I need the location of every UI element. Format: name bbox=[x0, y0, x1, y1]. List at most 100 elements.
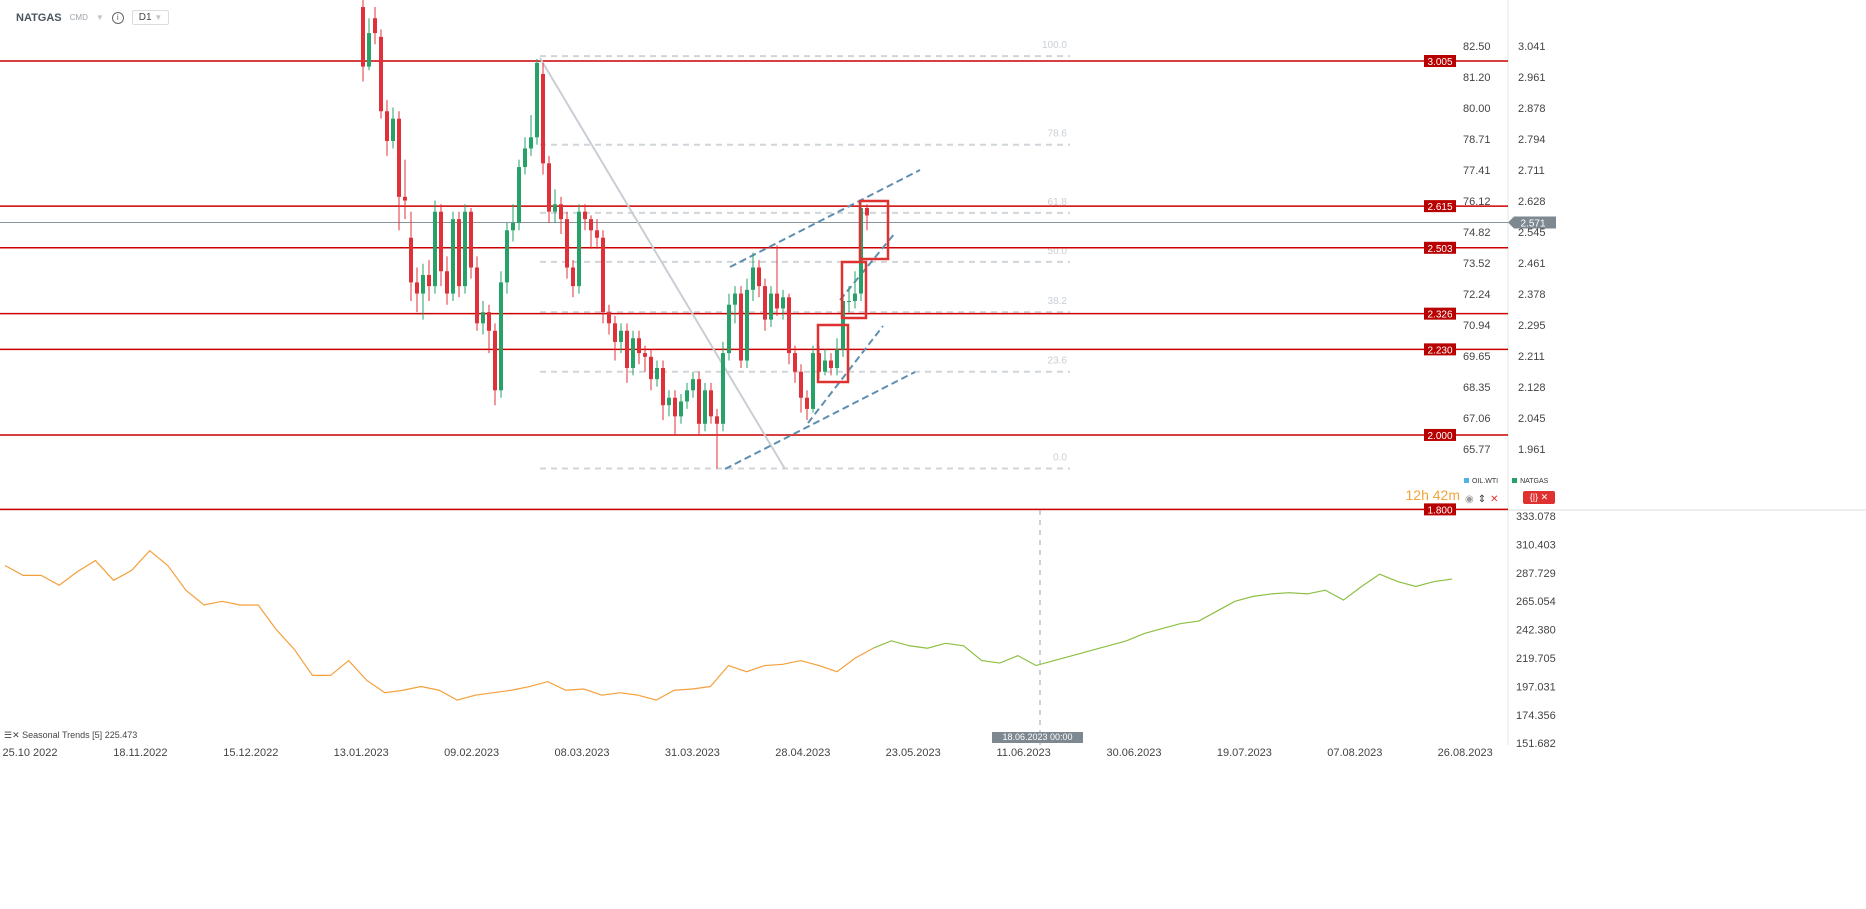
seasonal-axis-tick: 242.380 bbox=[1516, 625, 1556, 637]
candle bbox=[655, 360, 659, 387]
candle bbox=[607, 304, 611, 335]
candle-body bbox=[553, 204, 557, 212]
info-icon[interactable]: i bbox=[111, 11, 124, 24]
level-price-label: 3.005 bbox=[1427, 57, 1452, 68]
candle-body bbox=[865, 207, 869, 216]
left-axis-tick: 77.41 bbox=[1463, 165, 1491, 177]
candle-body bbox=[385, 111, 389, 142]
left-axis-tick: 67.06 bbox=[1463, 413, 1491, 425]
candle bbox=[733, 286, 737, 324]
level-price-label: 2.326 bbox=[1427, 310, 1452, 321]
candle bbox=[637, 330, 641, 365]
candle bbox=[571, 260, 575, 298]
level-price-tag bbox=[1424, 503, 1456, 516]
candle-body bbox=[379, 36, 383, 112]
chevron-down-icon[interactable]: ▼ bbox=[95, 13, 104, 22]
candle-body bbox=[595, 230, 599, 238]
candle bbox=[445, 256, 449, 305]
candle-body bbox=[559, 204, 563, 220]
candle bbox=[799, 364, 803, 413]
candle-body bbox=[775, 293, 779, 309]
candle bbox=[667, 390, 671, 417]
right-axis-tick: 3.041 bbox=[1518, 41, 1546, 53]
candle-body bbox=[799, 371, 803, 398]
candle-body bbox=[757, 267, 761, 287]
indicator-label: ☰✕ Seasonal Trends [5] 225.473 bbox=[4, 730, 137, 741]
candle bbox=[793, 345, 797, 383]
candle-body bbox=[661, 367, 665, 406]
channel-line bbox=[724, 371, 916, 470]
seasonal-axis-tick: 310.403 bbox=[1516, 539, 1556, 551]
date-axis-tick: 19.07.2023 bbox=[1217, 747, 1272, 759]
eye-icon[interactable]: ◉ bbox=[1465, 494, 1474, 505]
candle bbox=[715, 408, 719, 469]
date-axis-tick: 28.04.2023 bbox=[775, 747, 830, 759]
natgas-series-button[interactable]: {|} ✕ bbox=[1523, 491, 1555, 504]
channel-line bbox=[729, 169, 921, 268]
timeframe-select[interactable]: D1 ▼ bbox=[131, 10, 170, 25]
candle bbox=[835, 338, 839, 376]
candle bbox=[397, 111, 401, 231]
candle-body bbox=[829, 360, 833, 368]
candle-body bbox=[457, 219, 461, 287]
candle bbox=[517, 159, 521, 231]
candle-body bbox=[439, 211, 443, 272]
date-axis-tick: 18.11.2022 bbox=[113, 747, 167, 759]
highlight-box bbox=[840, 260, 868, 320]
candle bbox=[421, 263, 425, 320]
candle bbox=[823, 349, 827, 376]
candle-body bbox=[709, 390, 713, 417]
symbol-name[interactable]: NATGAS bbox=[16, 11, 62, 24]
candle bbox=[391, 107, 395, 149]
candle-body bbox=[781, 297, 785, 309]
date-axis-tick: 07.08.2023 bbox=[1327, 747, 1382, 759]
candle bbox=[613, 315, 617, 361]
countdown-minutes: 42m bbox=[1432, 487, 1460, 503]
candle bbox=[703, 382, 707, 432]
candle bbox=[487, 304, 491, 354]
left-axis-tick: 69.65 bbox=[1463, 351, 1491, 363]
candle-body bbox=[511, 222, 515, 231]
right-axis-tick: 2.961 bbox=[1518, 72, 1546, 84]
candle-body bbox=[445, 271, 449, 294]
level-price-label: 1.800 bbox=[1427, 505, 1452, 516]
legend-item-natgas[interactable]: NATGAS bbox=[1512, 478, 1548, 486]
candle bbox=[697, 371, 701, 435]
right-axis-tick: 2.711 bbox=[1518, 165, 1545, 177]
fib-level-label: 23.6 bbox=[1048, 356, 1068, 367]
candle-body bbox=[565, 219, 569, 268]
indicator-menu-icon[interactable]: ☰✕ bbox=[4, 730, 20, 740]
chart-header: NATGAS CMD ▼ i D1 ▼ bbox=[16, 10, 170, 25]
up-down-arrows-icon[interactable]: ⇕ bbox=[1477, 494, 1487, 505]
level-price-label: 2.503 bbox=[1427, 244, 1452, 255]
channel-line bbox=[807, 325, 884, 424]
candle bbox=[787, 293, 791, 365]
candle bbox=[727, 293, 731, 361]
right-axis-tick: 2.211 bbox=[1518, 351, 1545, 363]
candle-body bbox=[619, 330, 623, 342]
seasonal-axis-tick: 197.031 bbox=[1516, 681, 1556, 693]
date-axis-tick: 25.10 2022 bbox=[2, 747, 57, 759]
candle bbox=[781, 289, 785, 320]
candle bbox=[457, 211, 461, 298]
legend-item-oil[interactable]: OIL.WTI bbox=[1464, 478, 1498, 486]
candle-body bbox=[415, 282, 419, 294]
series-controls: ◉ ⇕ ✕ bbox=[1465, 494, 1499, 506]
candle-body bbox=[577, 211, 581, 287]
left-axis-tick: 78.71 bbox=[1463, 134, 1491, 146]
candle bbox=[601, 230, 605, 324]
close-icon[interactable]: ✕ bbox=[1490, 494, 1499, 505]
candle bbox=[649, 349, 653, 391]
date-axis-tick: 26.08.2023 bbox=[1438, 747, 1493, 759]
level-price-label: 2.000 bbox=[1427, 431, 1452, 442]
candle bbox=[739, 286, 743, 368]
indicator-title: Seasonal Trends [5] bbox=[22, 730, 103, 740]
candle-body bbox=[679, 401, 683, 417]
candle bbox=[769, 286, 773, 328]
candle-body bbox=[853, 293, 857, 302]
candle bbox=[829, 353, 833, 376]
candle-body bbox=[499, 282, 503, 391]
level-price-tag bbox=[1424, 307, 1456, 320]
left-axis-tick: 82.50 bbox=[1463, 41, 1491, 53]
